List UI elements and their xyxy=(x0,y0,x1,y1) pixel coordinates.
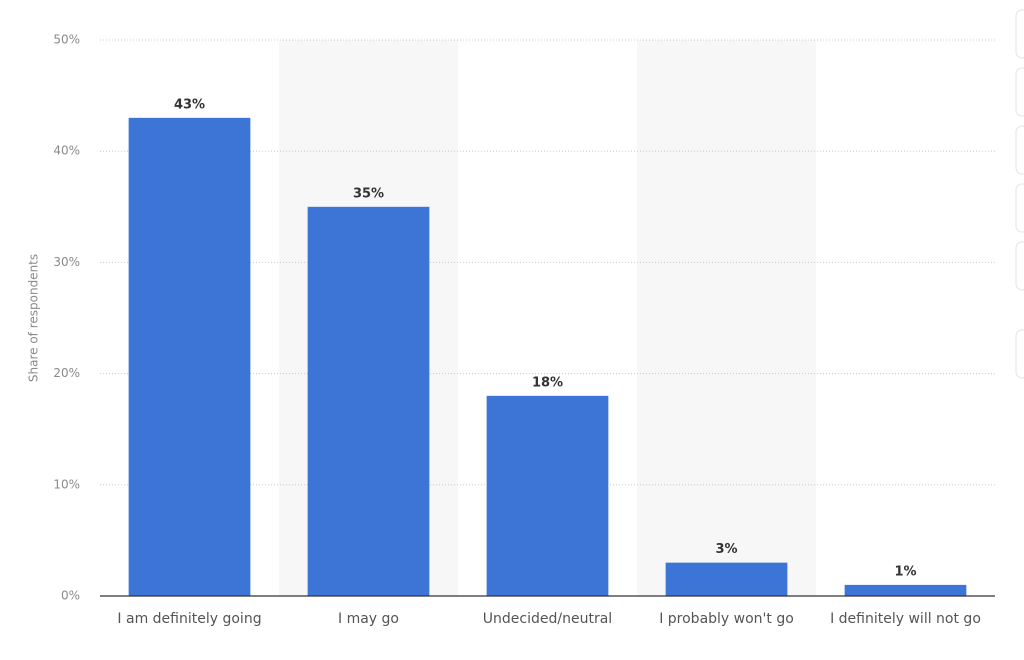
bar xyxy=(128,117,251,596)
x-tick-label: I am definitely going xyxy=(117,611,261,627)
bar xyxy=(307,206,430,597)
category-band xyxy=(637,40,816,596)
toolbar-button[interactable] xyxy=(1015,183,1024,233)
bar xyxy=(665,562,788,596)
value-label: 35% xyxy=(353,186,384,201)
y-tick-label: 10% xyxy=(53,477,80,491)
y-tick-label: 20% xyxy=(53,366,80,380)
toolbar-button[interactable] xyxy=(1015,125,1024,175)
x-tick-label: Undecided/neutral xyxy=(483,611,612,627)
x-tick-label: I may go xyxy=(338,611,399,627)
bar xyxy=(844,584,967,596)
value-label: 43% xyxy=(174,97,205,112)
bar xyxy=(486,395,609,596)
value-label: 3% xyxy=(715,542,737,557)
y-tick-label: 30% xyxy=(53,255,80,269)
x-tick-label: I definitely will not go xyxy=(830,611,981,627)
toolbar-button[interactable] xyxy=(1015,9,1024,59)
value-label: 1% xyxy=(894,564,916,579)
toolbar-button[interactable] xyxy=(1015,329,1024,379)
y-axis-label: Share of respondents xyxy=(27,254,41,382)
toolbar-button[interactable] xyxy=(1015,67,1024,117)
y-tick-label: 40% xyxy=(53,144,80,158)
side-toolbar xyxy=(1015,9,1024,379)
y-tick-label: 50% xyxy=(53,33,80,47)
value-label: 18% xyxy=(532,375,563,390)
x-tick-label: I probably won't go xyxy=(659,611,794,627)
toolbar-button[interactable] xyxy=(1015,241,1024,291)
y-tick-label: 0% xyxy=(61,589,80,603)
